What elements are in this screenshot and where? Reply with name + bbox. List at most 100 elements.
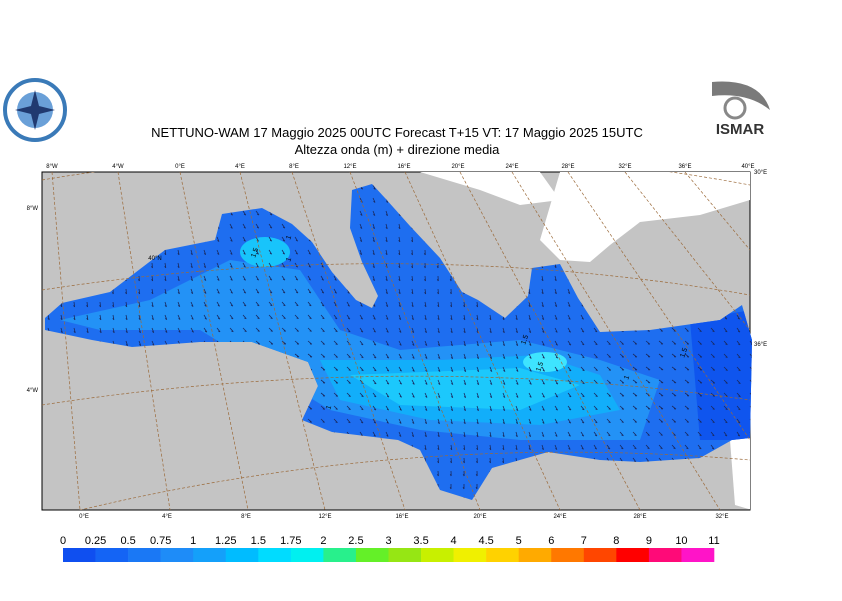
wave-arrow [593,444,598,450]
wave-arrow [528,301,531,308]
wave-arrow [372,418,377,424]
wave-arrow [229,314,234,320]
wave-arrow [99,314,102,321]
wave-arrow [99,327,102,334]
wave-arrow [268,275,273,281]
wave-arrow [554,392,559,398]
wave-arrow [359,392,364,398]
wave-arrow [502,457,504,464]
wave-arrow [567,340,572,346]
wave-arrow [398,236,401,243]
wave-arrow [281,314,286,319]
wave-arrow [333,327,338,333]
dynamic: 8°W 4°W 0°E 4°E 8°E 12°E 16°E 20°E 24°E 28°E 32°E 3… [27,164,767,562]
wave-arrow [619,418,624,423]
wave-arrow [385,418,389,424]
colorbar-label: 1.25 [215,535,236,547]
wave-arrow [437,444,440,451]
wave-arrow [645,353,651,358]
wave-arrow [229,275,233,281]
wave-arrow [320,353,326,358]
wave-arrow [593,327,598,333]
wave-arrow [515,379,519,385]
wave-arrow [99,301,101,308]
wave-arrow [359,405,364,411]
top-label: 28°E [561,164,574,170]
wave-arrow [307,405,313,410]
contour-label: 1.5 [250,247,260,259]
colorbar-segment [128,548,161,562]
wave-arrow [463,366,467,373]
wave-arrow [671,405,677,410]
wave-arrow [203,301,207,307]
wave-arrow [450,340,453,347]
wave-arrow [449,470,452,477]
wave-arrow [658,418,664,423]
wave-arrow [736,340,741,346]
wave-arrow [450,366,454,372]
wave-arrow [437,431,440,438]
wave-arrow [411,431,415,438]
wave-arrow [632,353,638,358]
wave-arrow [216,249,220,255]
wave-arrow [411,418,415,424]
wave-arrow [463,327,466,334]
wave-arrow [528,340,532,346]
graticule [42,172,750,510]
wave-arrow [424,314,427,321]
wave-arrow [255,249,259,255]
wave-arrow [580,353,585,359]
wave-arrow [307,353,313,358]
wave-arrow [372,197,376,203]
wave-arrow [411,379,415,385]
wave-arrow [476,301,478,308]
colorbar-label: 5 [516,535,522,547]
wave-arrow [424,353,428,359]
wave-arrow [554,353,559,359]
top-label: 4°E [235,164,245,170]
top-label: 4°W [112,164,124,170]
wave-arrow [294,236,299,242]
wave-arrow [320,314,325,320]
wave-arrow [385,236,388,243]
wave-arrow [125,327,128,334]
wave-arrow [281,301,286,307]
wave-arrow [164,314,168,321]
wave-arrow [671,353,677,358]
wave-arrow [658,379,664,384]
wave-arrow [320,392,326,397]
wave-arrow [437,301,440,308]
wave-arrow [515,444,518,451]
top-label: 40°E [741,164,754,170]
wave-arrow [476,353,480,360]
wave-arrow [723,392,728,397]
wave-arrow [398,405,402,411]
wave-arrow [268,340,274,345]
colorbar-segment [323,548,357,562]
wave-arrow [242,223,246,229]
wave-arrow [385,210,388,217]
wave-arrow [385,314,389,320]
wave-arrow [216,301,220,307]
wave-arrow [268,236,273,242]
wave-arrow [554,366,559,372]
wave-arrow [229,249,233,255]
wave-arrow [281,249,286,255]
wave-arrow [242,249,246,255]
wave-arrow [645,431,650,436]
wave-arrow [294,314,299,319]
wave-arrow [372,405,377,411]
wave-arrow [645,366,651,371]
wave-arrow [346,392,351,397]
wave-arrow [112,314,115,321]
wave-arrow [320,418,325,423]
wave-arrow [476,366,480,373]
wave-arrow [86,314,89,321]
wave-arrow [411,275,414,282]
colorbar-label: 4 [451,535,457,547]
wave-arrow [606,340,611,345]
wave-arrow [281,327,286,332]
wave-arrow [437,353,441,359]
title: NETTUNO-WAM 17 Maggio 2025 00UTC Forecas… [151,125,643,140]
wave-arrow [229,301,234,307]
